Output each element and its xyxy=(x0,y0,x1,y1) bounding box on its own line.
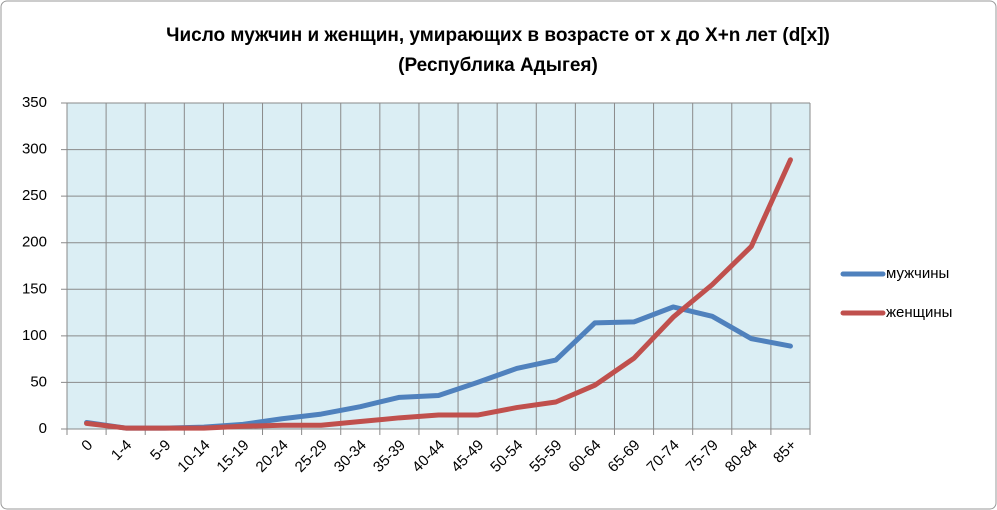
y-tick-label: 150 xyxy=(22,280,47,297)
y-tick-label: 50 xyxy=(30,373,47,390)
series-line xyxy=(84,157,793,431)
plot-area xyxy=(67,103,810,429)
legend-label: мужчины xyxy=(886,265,949,282)
y-tick-label: 100 xyxy=(22,327,47,344)
legend-label: женщины xyxy=(886,304,952,321)
y-tick-label: 200 xyxy=(22,234,47,251)
y-tick-label: 300 xyxy=(22,141,47,158)
y-tick-label: 350 xyxy=(22,94,47,111)
y-tick-label: 0 xyxy=(39,420,47,437)
chart-title: Число мужчин и женщин, умирающих в возра… xyxy=(166,25,830,46)
chart-title: (Республика Адыгея) xyxy=(398,55,598,76)
y-tick-label: 250 xyxy=(22,187,47,204)
